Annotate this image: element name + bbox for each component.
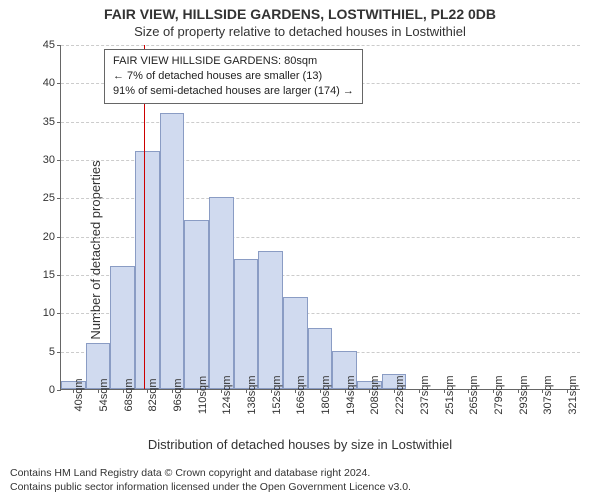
y-tick-label: 40: [43, 77, 55, 89]
x-tick-label: 208sqm: [369, 375, 381, 414]
y-tick-mark: [57, 352, 61, 353]
plot-area: 05101520253035404540sqm54sqm68sqm82sqm96…: [60, 45, 580, 390]
x-tick-label: 180sqm: [320, 375, 332, 414]
x-tick-label: 166sqm: [295, 375, 307, 414]
y-tick-mark: [57, 45, 61, 46]
x-tick-label: 265sqm: [468, 375, 480, 414]
x-tick-label: 68sqm: [123, 378, 135, 411]
histogram-bar: [258, 251, 283, 389]
y-tick-label: 45: [43, 39, 55, 51]
x-tick-label: 82sqm: [147, 378, 159, 411]
y-tick-label: 30: [43, 154, 55, 166]
footer-line-1: Contains HM Land Registry data © Crown c…: [10, 466, 411, 480]
x-tick-label: 40sqm: [73, 378, 85, 411]
y-tick-label: 10: [43, 307, 55, 319]
y-tick-label: 15: [43, 269, 55, 281]
chart-title-sub: Size of property relative to detached ho…: [0, 24, 600, 39]
x-tick-label: 152sqm: [271, 375, 283, 414]
histogram-bar: [135, 151, 160, 389]
x-tick-label: 279sqm: [493, 375, 505, 414]
y-tick-label: 5: [49, 346, 55, 358]
y-tick-mark: [57, 313, 61, 314]
y-tick-label: 35: [43, 116, 55, 128]
histogram-bar: [110, 266, 135, 389]
info-box: FAIR VIEW HILLSIDE GARDENS: 80sqm← 7% of…: [104, 49, 363, 104]
histogram-bar: [184, 220, 209, 389]
y-tick-label: 25: [43, 192, 55, 204]
info-box-line: 91% of semi-detached houses are larger (…: [113, 84, 354, 99]
x-tick-label: 124sqm: [221, 375, 233, 414]
y-tick-mark: [57, 160, 61, 161]
y-tick-mark: [57, 198, 61, 199]
y-tick-mark: [57, 83, 61, 84]
x-tick-label: 251sqm: [444, 375, 456, 414]
y-tick-mark: [57, 275, 61, 276]
histogram-bar: [160, 113, 185, 389]
x-tick-label: 194sqm: [345, 375, 357, 414]
x-tick-label: 307sqm: [542, 375, 554, 414]
chart-container: FAIR VIEW, HILLSIDE GARDENS, LOSTWITHIEL…: [0, 0, 600, 500]
chart-title-main: FAIR VIEW, HILLSIDE GARDENS, LOSTWITHIEL…: [0, 6, 600, 22]
gridline: [61, 45, 580, 46]
footer-attribution: Contains HM Land Registry data © Crown c…: [10, 466, 411, 494]
gridline: [61, 122, 580, 123]
info-box-line: ← 7% of detached houses are smaller (13): [113, 69, 354, 84]
x-tick-label: 222sqm: [394, 375, 406, 414]
footer-line-2: Contains public sector information licen…: [10, 480, 411, 494]
x-tick-label: 293sqm: [518, 375, 530, 414]
info-box-line: FAIR VIEW HILLSIDE GARDENS: 80sqm: [113, 54, 354, 69]
histogram-bar: [234, 259, 259, 389]
x-axis-caption: Distribution of detached houses by size …: [0, 437, 600, 452]
y-tick-mark: [57, 237, 61, 238]
y-tick-label: 0: [49, 384, 55, 396]
y-tick-mark: [57, 122, 61, 123]
x-tick-label: 237sqm: [419, 375, 431, 414]
y-tick-label: 20: [43, 231, 55, 243]
histogram-bar: [209, 197, 234, 389]
x-tick-label: 96sqm: [172, 378, 184, 411]
x-tick-label: 54sqm: [98, 378, 110, 411]
x-tick-label: 138sqm: [246, 375, 258, 414]
x-tick-label: 321sqm: [567, 375, 579, 414]
x-tick-label: 110sqm: [197, 376, 209, 414]
y-tick-mark: [57, 390, 61, 391]
